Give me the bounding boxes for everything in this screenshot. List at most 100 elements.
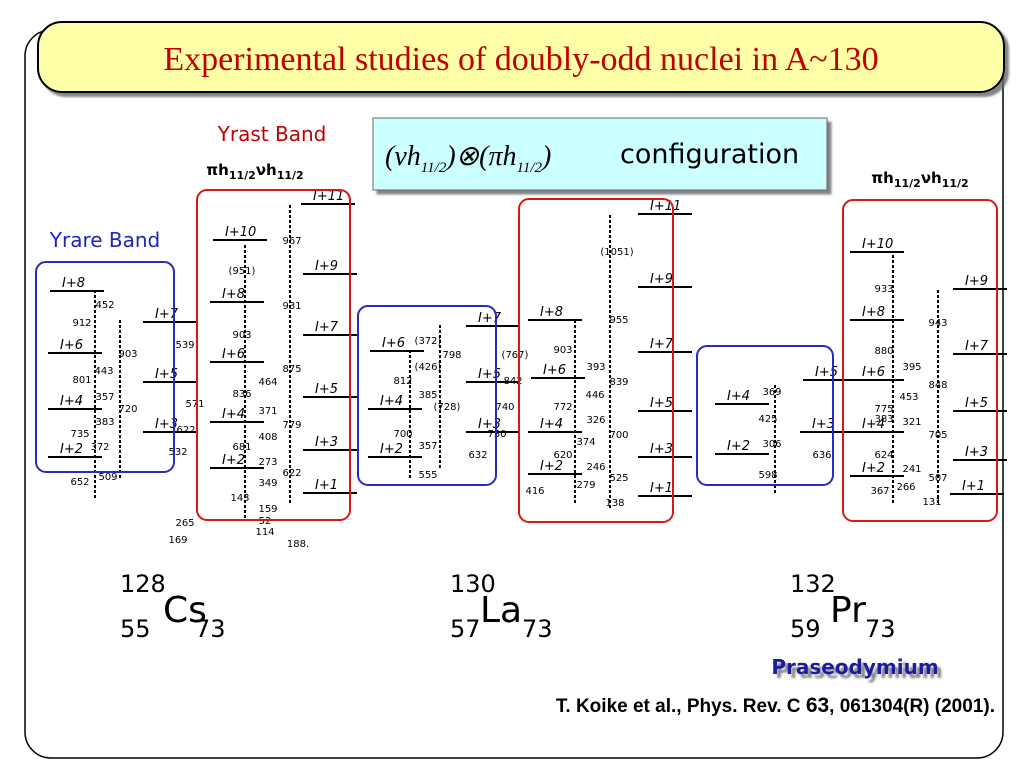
transition-energy: 700: [393, 429, 412, 440]
level-label: I+5: [815, 365, 838, 380]
transition-energy: (728): [434, 402, 461, 413]
transition-energy: 416: [525, 486, 544, 497]
header-part: νh: [256, 161, 277, 179]
yrast-band-box: [842, 199, 998, 522]
transition-energy: 143: [230, 493, 249, 504]
transition-energy: 369: [762, 387, 781, 398]
level-label: I+2: [862, 461, 885, 476]
formula-subscript: 11/2: [421, 160, 447, 176]
transition-energy: 735: [70, 429, 89, 440]
transition-energy: 903: [553, 345, 572, 356]
transition-energy: 912: [72, 318, 91, 329]
proton-number: 55: [120, 615, 151, 643]
transition-energy: 681: [232, 442, 251, 453]
transition-energy: 571: [185, 399, 204, 410]
neutron-number: 73: [522, 615, 553, 643]
level-label: I+5: [315, 382, 338, 397]
transition-energy: 903: [232, 330, 251, 341]
transition-energy: (951): [229, 266, 256, 277]
level-label: I+4: [60, 394, 83, 409]
header-part: πh: [871, 169, 894, 187]
transition-energy: 446: [585, 390, 604, 401]
transition-energy: 169: [168, 535, 187, 546]
transition-energy: 955: [609, 315, 628, 326]
element-symbol: Cs: [163, 590, 207, 631]
level-label: I+3: [650, 442, 673, 457]
transition-energy: 880: [874, 346, 893, 357]
transition-energy: 393: [586, 362, 605, 373]
configuration-word: configuration: [620, 139, 799, 170]
formula-part: (νh: [385, 141, 421, 172]
transition-energy: 367: [870, 486, 889, 497]
formula-part: )⊗(πh: [444, 141, 516, 172]
level-label: I+3: [315, 435, 338, 450]
level-label: I+1: [315, 478, 338, 493]
transition-energy: 372: [90, 442, 109, 453]
transition-energy: 652: [70, 477, 89, 488]
transition-energy: 836: [232, 389, 251, 400]
level-label: I+2: [222, 453, 245, 468]
transition-energy: 798: [442, 350, 461, 361]
transition-energy: 321: [902, 417, 921, 428]
level-label: I+4: [727, 389, 750, 404]
level-label: I+2: [540, 459, 563, 474]
level-label: I+9: [315, 259, 338, 274]
transition-energy: (372): [415, 336, 442, 347]
transition-energy: 246: [586, 462, 605, 473]
transition-energy: 740: [495, 402, 514, 413]
transition-energy: 622: [282, 468, 301, 479]
level-label: I+7: [155, 307, 179, 322]
level-label: I+4: [380, 394, 403, 409]
transition-energy: 266: [896, 482, 915, 493]
transition-energy: 903: [118, 349, 137, 360]
yrare-label: Yrare Band: [49, 228, 161, 252]
transition-energy: 383: [874, 414, 893, 425]
level-label: I+3: [965, 445, 988, 460]
level-label: I+7: [965, 339, 989, 354]
transition-energy: 188.: [287, 539, 309, 550]
neutron-number: 73: [195, 615, 226, 643]
transition-energy: (1051): [600, 247, 633, 258]
transition-energy: 443: [94, 366, 113, 377]
level-label: I+7: [478, 311, 502, 326]
transition-energy: 598: [758, 470, 777, 481]
level-label: I+10: [225, 225, 256, 240]
proton-number: 57: [450, 615, 481, 643]
transition-energy: 875: [282, 364, 301, 375]
transition-energy: 52: [259, 516, 272, 527]
header-part: 11/2: [942, 177, 969, 190]
transition-energy: 636: [812, 450, 831, 461]
transition-energy: 525: [609, 473, 628, 484]
level-label: I+4: [862, 417, 885, 432]
transition-energy: 705: [928, 430, 947, 441]
transition-energy: 306: [762, 439, 781, 450]
proton-number: 59: [790, 615, 821, 643]
level-label: I+5: [478, 367, 501, 382]
level-schemes: I+2 I+4 I+6 I+8 I+7 I+5 I+3 I+10 I+8 I+6 I+4 I+2 I+1…: [35, 161, 1007, 643]
mass-number: 130: [450, 570, 496, 598]
level-label: I+7: [315, 320, 339, 335]
transition-energy: 539: [175, 340, 194, 351]
transition-energy: 131: [922, 497, 941, 508]
transition-energy: 720: [118, 404, 137, 415]
yrast-band-box: [518, 198, 674, 523]
transition-energy: 452: [95, 300, 114, 311]
level-label: I+6: [382, 336, 405, 351]
transition-energy: (767): [502, 350, 529, 361]
element-name: Praseodymium: [771, 655, 938, 679]
transition-energy: 395: [902, 362, 921, 373]
level-label: I+6: [543, 363, 566, 378]
transition-energy: 138: [605, 498, 624, 509]
transition-energy: 374: [576, 437, 595, 448]
transition-energy: 425: [758, 414, 777, 425]
header-part: 11/2: [277, 169, 304, 182]
transition-energy: 700: [609, 430, 628, 441]
yrare-band-box: [696, 345, 834, 486]
level-label: I+8: [222, 287, 245, 302]
transition-energy: 931: [282, 301, 301, 312]
transition-energy: 408: [258, 432, 277, 443]
level-label: I+6: [60, 338, 83, 353]
title: Experimental studies of doubly-odd nucle…: [163, 41, 878, 78]
transition-energy: 349: [258, 478, 277, 489]
transition-energy: 801: [72, 375, 91, 386]
